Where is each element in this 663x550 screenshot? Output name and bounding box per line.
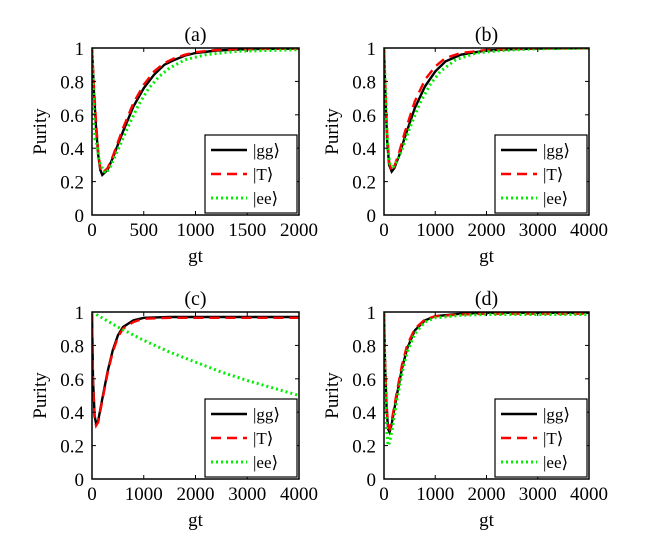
series-line-b-1 <box>384 48 589 175</box>
y-tick-label-b: 0.8 <box>352 72 376 93</box>
y-tick-label-b: 0.2 <box>352 173 376 194</box>
x-tick-label-b: 4000 <box>570 220 608 241</box>
legend-label-b-2: |T⟩ <box>543 165 563 184</box>
chart-title-b: (b) <box>475 24 498 46</box>
y-axis-label-c: Purity <box>30 372 51 419</box>
x-axis-label-d: gt <box>479 510 495 531</box>
x-tick-label-a: 500 <box>130 220 159 241</box>
x-tick-label-d: 3000 <box>519 484 557 505</box>
y-tick-label-d: 1 <box>367 303 377 324</box>
legend-label-d-2: |T⟩ <box>543 429 563 448</box>
y-tick-label-b: 0.6 <box>352 106 376 127</box>
legend-label-a-3: |ee⟩ <box>253 189 278 208</box>
series-line-a-2 <box>92 48 299 176</box>
legend-label-a-1: |gg⟩ <box>253 141 280 160</box>
legend-b: |gg⟩ |T⟩ |ee⟩ <box>494 134 588 214</box>
legend-label-d-1: |gg⟩ <box>543 405 570 424</box>
series-line-d-3 <box>384 312 589 452</box>
x-tick-label-c: 0 <box>87 484 97 505</box>
y-tick-label-c: 1 <box>75 303 85 324</box>
y-tick-label-c: 0.2 <box>60 437 84 458</box>
x-tick-label-a: 1000 <box>177 220 215 241</box>
legend-label-c-2: |T⟩ <box>253 429 273 448</box>
series-line-a-3 <box>92 48 299 176</box>
x-tick-label-c: 2000 <box>177 484 215 505</box>
y-tick-label-a: 0 <box>75 206 85 227</box>
y-tick-label-a: 1 <box>75 39 85 60</box>
legend-a: |gg⟩ |T⟩ |ee⟩ <box>204 134 298 214</box>
x-tick-label-a: 1500 <box>228 220 266 241</box>
x-axis-label-b: gt <box>479 246 495 267</box>
legend-label-b-3: |ee⟩ <box>543 189 568 208</box>
y-tick-label-a: 0.8 <box>60 72 84 93</box>
y-axis-label-d: Purity <box>322 372 343 419</box>
x-tick-label-b: 2000 <box>468 220 506 241</box>
x-tick-label-b: 0 <box>379 220 389 241</box>
y-tick-label-c: 0.6 <box>60 370 84 391</box>
series-line-c-2 <box>92 312 299 429</box>
x-tick-label-d: 1000 <box>416 484 454 505</box>
x-tick-label-d: 0 <box>379 484 389 505</box>
y-tick-label-b: 0 <box>367 206 377 227</box>
legend-label-b-1: |gg⟩ <box>543 141 570 160</box>
x-tick-label-c: 3000 <box>228 484 266 505</box>
legend-c: |gg⟩ |T⟩ |ee⟩ <box>204 398 298 478</box>
x-axis-label-c: gt <box>188 510 204 531</box>
y-tick-label-c: 0.4 <box>60 403 84 424</box>
panel-a: 0 500 1000 1500 2000 0 0.2 0.4 0.6 0.8 1 (a) gt Purit… <box>30 24 318 267</box>
x-axis-label-a: gt <box>188 246 204 267</box>
series-line-b-2 <box>384 48 589 175</box>
y-tick-label-c: 0 <box>75 470 85 491</box>
series-line-c-3 <box>92 312 299 397</box>
y-tick-label-d: 0.8 <box>352 336 376 357</box>
y-tick-label-d: 0.2 <box>352 437 376 458</box>
y-tick-label-d: 0.4 <box>352 403 376 424</box>
x-tick-label-a: 2000 <box>280 220 318 241</box>
chart-title-c: (c) <box>184 288 206 310</box>
y-tick-label-c: 0.8 <box>60 336 84 357</box>
y-tick-label-d: 0.6 <box>352 370 376 391</box>
y-tick-label-a: 0.6 <box>60 106 84 127</box>
y-tick-label-b: 0.4 <box>352 139 376 160</box>
legend-d: |gg⟩ |T⟩ |ee⟩ <box>494 398 588 478</box>
y-axis-label-b: Purity <box>322 108 343 155</box>
x-tick-label-c: 4000 <box>280 484 318 505</box>
y-tick-label-d: 0 <box>367 470 377 491</box>
legend-label-c-3: |ee⟩ <box>253 453 278 472</box>
x-tick-label-b: 3000 <box>519 220 557 241</box>
legend-label-a-2: |T⟩ <box>253 165 273 184</box>
x-tick-label-d: 4000 <box>570 484 608 505</box>
x-tick-label-d: 2000 <box>468 484 506 505</box>
legend-label-c-1: |gg⟩ <box>253 405 280 424</box>
legend-label-d-3: |ee⟩ <box>543 453 568 472</box>
series-line-a-1 <box>92 48 299 177</box>
panel-b: 0 1000 2000 3000 4000 0 0.2 0.4 0.6 0.8 1 (b) gt Puri… <box>322 24 608 267</box>
chart-title-a: (a) <box>184 24 206 46</box>
x-tick-label-c: 1000 <box>125 484 163 505</box>
y-axis-label-a: Purity <box>30 108 51 155</box>
y-tick-label-a: 0.4 <box>60 139 84 160</box>
chart-title-d: (d) <box>475 288 498 310</box>
panel-d: 0 1000 2000 3000 4000 0 0.2 0.4 0.6 0.8 1 (d) gt Puri… <box>322 288 608 531</box>
y-tick-label-a: 0.2 <box>60 173 84 194</box>
x-tick-label-a: 0 <box>87 220 97 241</box>
x-tick-label-b: 1000 <box>416 220 454 241</box>
panel-c: 0 1000 2000 3000 4000 0 0.2 0.4 0.6 0.8 1 (c) gt Puri… <box>30 288 318 531</box>
y-tick-label-b: 1 <box>367 39 377 60</box>
